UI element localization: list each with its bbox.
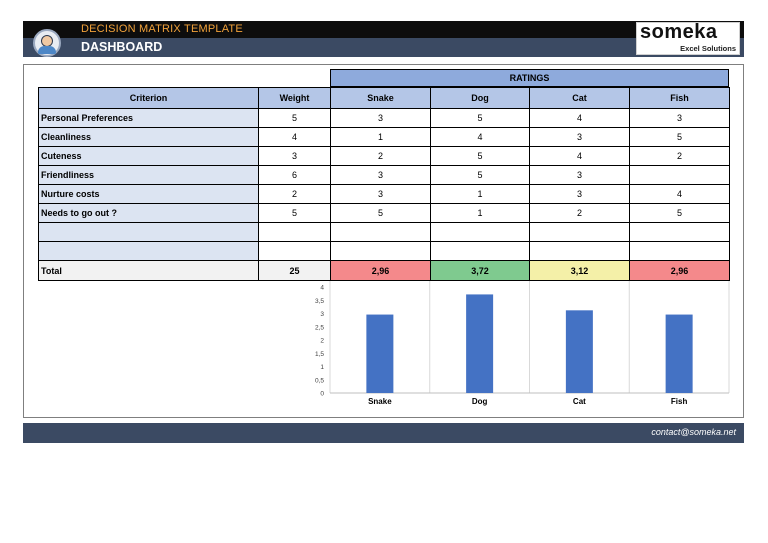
x-tick-label-cat: Cat [573,397,586,406]
rating-cell[interactable] [629,222,730,242]
weight-cell[interactable]: 5 [258,203,331,223]
rating-cell[interactable]: 1 [430,184,530,204]
total-score-cat: 3,12 [529,260,630,281]
total-score-snake: 2,96 [330,260,431,281]
criterion-cell[interactable]: Needs to go out ? [38,203,259,223]
header-bottom-bar [23,38,744,57]
weight-cell[interactable]: 3 [258,146,331,166]
y-tick-label: 2,5 [315,324,324,331]
y-tick-label: 4 [320,285,324,292]
rating-cell[interactable]: 3 [529,165,630,185]
rating-cell[interactable]: 1 [430,203,530,223]
weight-column-header: Weight [258,87,331,109]
rating-cell[interactable]: 5 [629,203,730,223]
rating-cell[interactable]: 4 [529,146,630,166]
ratings-bar-chart: 0 0,5 1 1,5 2 2,5 3 3,5 4 Snake Dog Cat Fish [315,281,730,406]
app-header: DECISION MATRIX TEMPLATE DASHBOARD somek… [23,21,744,57]
rating-cell[interactable]: 4 [629,184,730,204]
rating-cell[interactable]: 5 [430,146,530,166]
total-label: Total [38,260,259,281]
criterion-cell[interactable]: Cuteness [38,146,259,166]
bar-dog [466,294,494,393]
avatar-body [38,46,56,54]
weight-cell[interactable]: 5 [258,108,331,128]
rating-cell[interactable]: 1 [330,127,431,147]
ratings-header: RATINGS [330,69,729,87]
x-tick-label-fish: Fish [671,397,688,406]
rating-cell[interactable]: 3 [330,108,431,128]
rating-cell[interactable] [330,241,431,261]
criterion-cell[interactable]: Personal Preferences [38,108,259,128]
rating-cell[interactable]: 3 [330,165,431,185]
rating-cell[interactable]: 4 [529,108,630,128]
y-tick-label: 1 [320,364,324,371]
y-tick-label: 0 [320,391,324,398]
brand-tagline: Excel Solutions [680,44,736,53]
weight-cell[interactable] [258,222,331,242]
total-weight: 25 [258,260,331,281]
y-tick-label: 0,5 [315,377,324,384]
rating-cell[interactable]: 5 [629,127,730,147]
y-tick-label: 2 [320,338,324,345]
option-header-dog: Dog [430,87,530,109]
rating-cell[interactable] [529,241,630,261]
criterion-cell[interactable]: Cleanliness [38,127,259,147]
weight-cell[interactable]: 2 [258,184,331,204]
weight-cell[interactable] [258,241,331,261]
criterion-cell[interactable] [38,222,259,242]
brand-logo[interactable]: someka Excel Solutions [636,21,740,55]
criterion-column-header: Criterion [38,87,259,109]
app-footer: contact@someka.net [23,423,744,443]
rating-cell[interactable] [629,165,730,185]
header-top-bar [23,21,744,38]
rating-cell[interactable] [430,222,530,242]
option-header-fish: Fish [629,87,730,109]
criterion-cell[interactable]: Nurture costs [38,184,259,204]
bar-snake [366,314,394,393]
total-score-dog: 3,72 [430,260,530,281]
rating-cell[interactable]: 3 [529,127,630,147]
y-tick-label: 1,5 [315,351,324,358]
weight-cell[interactable]: 4 [258,127,331,147]
x-tick-label-snake: Snake [368,397,392,406]
rating-cell[interactable]: 5 [430,165,530,185]
template-title: DECISION MATRIX TEMPLATE [81,23,243,35]
total-score-fish: 2,96 [629,260,730,281]
rating-cell[interactable]: 4 [430,127,530,147]
rating-cell[interactable]: 5 [330,203,431,223]
rating-cell[interactable] [629,241,730,261]
criterion-cell[interactable]: Friendliness [38,165,259,185]
rating-cell[interactable]: 3 [330,184,431,204]
weight-cell[interactable]: 6 [258,165,331,185]
rating-cell[interactable] [430,241,530,261]
criterion-cell[interactable] [38,241,259,261]
y-tick-label: 3 [320,311,324,318]
option-header-snake: Snake [330,87,431,109]
y-tick-label: 3,5 [315,298,324,305]
bar-fish [665,314,693,393]
x-tick-label-dog: Dog [472,397,488,406]
brand-name: someka [640,21,718,43]
rating-cell[interactable]: 2 [529,203,630,223]
rating-cell[interactable]: 5 [430,108,530,128]
option-header-cat: Cat [529,87,630,109]
rating-cell[interactable] [529,222,630,242]
rating-cell[interactable]: 3 [629,108,730,128]
rating-cell[interactable]: 2 [330,146,431,166]
rating-cell[interactable] [330,222,431,242]
page-title: DASHBOARD [81,40,163,54]
rating-cell[interactable]: 2 [629,146,730,166]
avatar-icon [33,29,61,57]
rating-cell[interactable]: 3 [529,184,630,204]
contact-email[interactable]: contact@someka.net [651,427,736,437]
bar-cat [565,310,593,393]
